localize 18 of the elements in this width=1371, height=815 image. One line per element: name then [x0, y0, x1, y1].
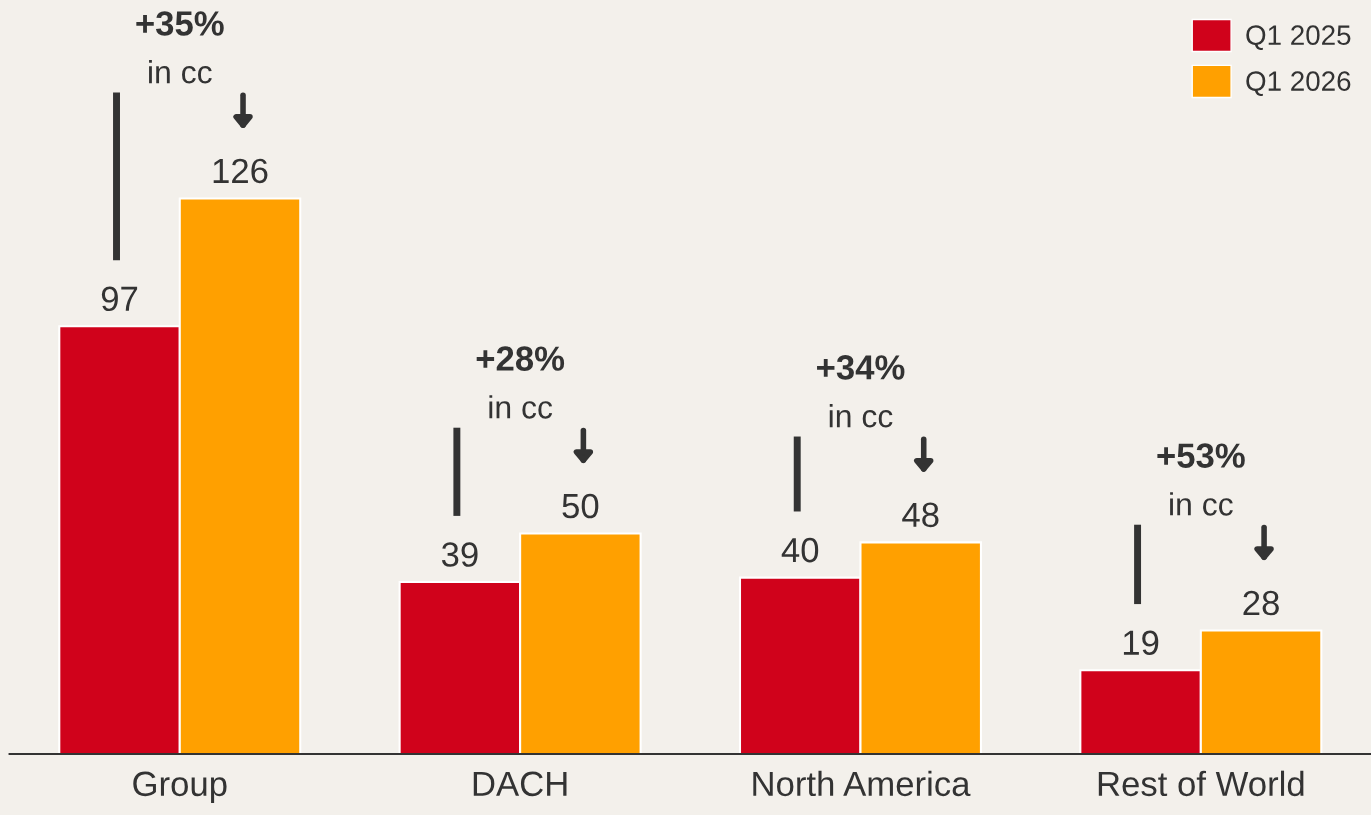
- data-label: 19: [1123, 630, 1159, 656]
- data-label: 40: [781, 537, 819, 563]
- x-tick-label: Rest of World: [1098, 770, 1304, 797]
- annotation: +53% in cc: [1157, 443, 1245, 516]
- legend-label: Q1 2026: [1246, 71, 1351, 96]
- x-tick-label: Group: [133, 771, 227, 804]
- data-label: 97: [101, 286, 138, 312]
- data-label: 126: [213, 158, 268, 184]
- x-tick-label: North America: [753, 770, 971, 797]
- data-label: 50: [562, 493, 599, 519]
- data-label: 48: [902, 502, 939, 528]
- annotation: +28% in cc: [476, 346, 565, 419]
- data-label: 39: [441, 542, 478, 567]
- data-label: 28: [1243, 590, 1279, 616]
- annotation: +35% in cc: [136, 11, 224, 84]
- x-tick-label: DACH: [473, 771, 567, 797]
- legend-label: Q1 2025: [1246, 25, 1351, 50]
- annotation: +34% in cc: [817, 355, 905, 428]
